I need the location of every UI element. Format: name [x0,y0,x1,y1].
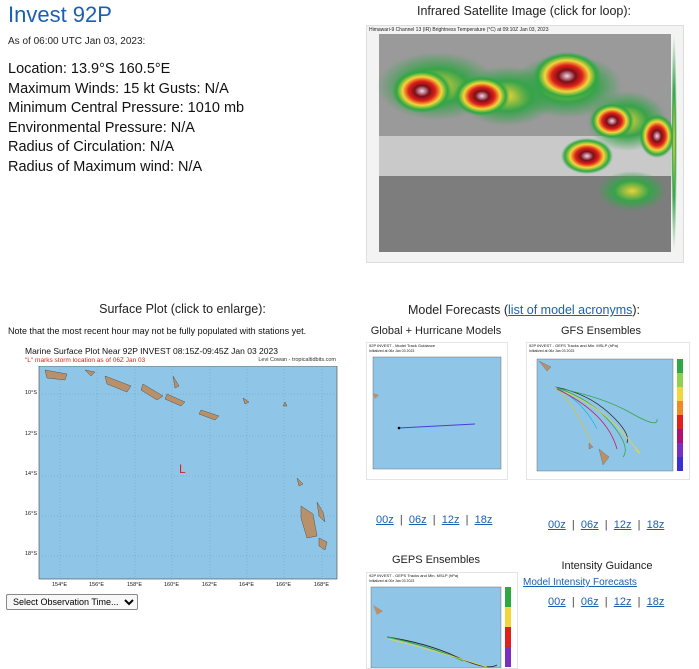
lat-label: 16°S [25,511,37,517]
run-separator: | [571,596,575,608]
gfs-run-06z-link[interactable]: 06z [580,519,599,531]
run-separator: | [465,514,469,526]
lon-label: 162°E [202,582,218,588]
surface-plot-title: Marine Surface Plot Near 92P INVEST 08:1… [25,346,278,356]
global-run-18z-link[interactable]: 18z [474,514,493,526]
run-separator: | [604,519,608,531]
radius-circulation-text: Radius of Circulation: N/A [8,139,175,155]
intensity-run-06z-link[interactable]: 06z [580,596,599,608]
geps-ensemble-image[interactable]: 92P INVEST - GEPS Tracks and Min. MSLP (… [366,572,518,669]
lon-label: 168°E [314,582,330,588]
gfs-run-12z-link[interactable]: 12z [613,519,632,531]
run-separator: | [637,519,641,531]
global-runs: 00z | 06z | 12z | 18z [376,514,492,526]
intensity-guidance-title: Intensity Guidance [561,560,653,572]
intensity-run-00z-link[interactable]: 00z [548,596,566,608]
model-acronyms-link[interactable]: list of model acronyms [508,303,633,317]
lon-label: 156°E [89,582,105,588]
lat-label: 14°S [25,471,37,477]
winds-text: Maximum Winds: 15 kt Gusts: N/A [8,80,229,97]
global-run-12z-link[interactable]: 12z [441,514,460,526]
run-separator: | [604,596,608,608]
gfs-run-18z-link[interactable]: 18z [646,519,665,531]
model-forecasts-heading-suffix: ): [632,303,641,317]
geps-img-title: 92P INVEST - GEPS Tracks and Min. MSLP (… [369,573,459,578]
gfs-track-map [536,358,683,472]
geps-img-subtitle: Initialized at 00z Jan 03 2023 [369,579,415,583]
satellite-heading: Infrared Satellite Image (click for loop… [417,4,631,18]
storm-location-marker: L [179,462,186,476]
run-separator: | [571,519,575,531]
lat-label: 18°S [25,551,37,557]
surface-plot-credit: Levi Cowan - tropicaltidbits.com [258,357,336,363]
geps-ensembles-title: GEPS Ensembles [391,554,481,566]
lat-label: 10°S [25,390,37,396]
surface-map [38,366,338,580]
global-model-track-image[interactable]: 92P INVEST - Model Track Guidance Initia… [366,342,508,480]
gfs-ensemble-image[interactable]: 92P INVEST - GEFS Tracks and Min. MSLP (… [526,342,690,480]
global-models-title: Global + Hurricane Models [370,325,502,337]
storm-title: Invest 92P [8,2,112,27]
geps-track-map [370,586,511,668]
model-forecasts-heading: Model Forecasts (list of model acronyms)… [366,303,682,317]
intensity-forecasts-container: Model Intensity Forecasts [523,577,637,588]
satellite-ir-image [377,34,677,252]
env-pressure-text: Environmental Pressure: N/A [8,119,195,136]
lon-label: 166°E [276,582,292,588]
global-run-00z-link[interactable]: 00z [376,514,394,526]
run-separator: | [399,514,403,526]
surface-plot-link[interactable]: Marine Surface Plot Near 92P INVEST 08:1… [25,344,340,592]
gfs-img-title: 92P INVEST - GEFS Tracks and Min. MSLP (… [529,343,619,348]
global-track-map [372,356,502,470]
storm-stats: Location: 13.9°S 160.5°E Maximum Winds: … [8,60,244,177]
global-img-subtitle: Initialized at 06z Jan 03 2023 [369,349,415,353]
intensity-run-12z-link[interactable]: 12z [613,596,632,608]
model-intensity-forecasts-link[interactable]: Model Intensity Forecasts [523,577,637,588]
surface-plot-subtitle: "L" marks storm location as of 06Z Jan 0… [25,357,146,364]
pressure-text: Minimum Central Pressure: 1010 mb [8,100,245,116]
gfs-runs: 00z | 06z | 12z | 18z [548,519,664,531]
gfs-img-subtitle: Initialized at 06z Jan 03 2023 [529,349,575,353]
run-separator: | [637,596,641,608]
surface-note: Note that the most recent hour may not b… [8,326,307,336]
lon-label: 164°E [239,582,255,588]
intensity-run-18z-link[interactable]: 18z [646,596,665,608]
lon-label: 158°E [127,582,143,588]
satellite-image-link[interactable]: Himawari-9 Channel 13 (IR) Brightness Te… [366,25,684,263]
radius-max-wind-text: Radius of Maximum wind: N/A [8,158,203,175]
lon-label: 154°E [52,582,68,588]
global-run-06z-link[interactable]: 06z [408,514,427,526]
lon-label: 160°E [164,582,180,588]
gfs-run-00z-link[interactable]: 00z [548,519,566,531]
run-separator: | [432,514,436,526]
lat-label: 12°S [25,431,37,437]
satellite-caption: Himawari-9 Channel 13 (IR) Brightness Te… [369,27,549,33]
observation-time-select[interactable]: Select Observation Time... [6,594,138,610]
as-of-time: As of 06:00 UTC Jan 03, 2023: [8,36,146,47]
gfs-ensembles-title: GFS Ensembles [560,325,642,337]
surface-plot-heading: Surface Plot (click to enlarge): [99,302,266,316]
global-img-title: 92P INVEST - Model Track Guidance [369,343,436,348]
location-text: Location: 13.9°S 160.5°E [8,61,171,77]
model-forecasts-heading-prefix: Model Forecasts ( [407,303,509,317]
intensity-runs: 00z | 06z | 12z | 18z [548,596,664,608]
